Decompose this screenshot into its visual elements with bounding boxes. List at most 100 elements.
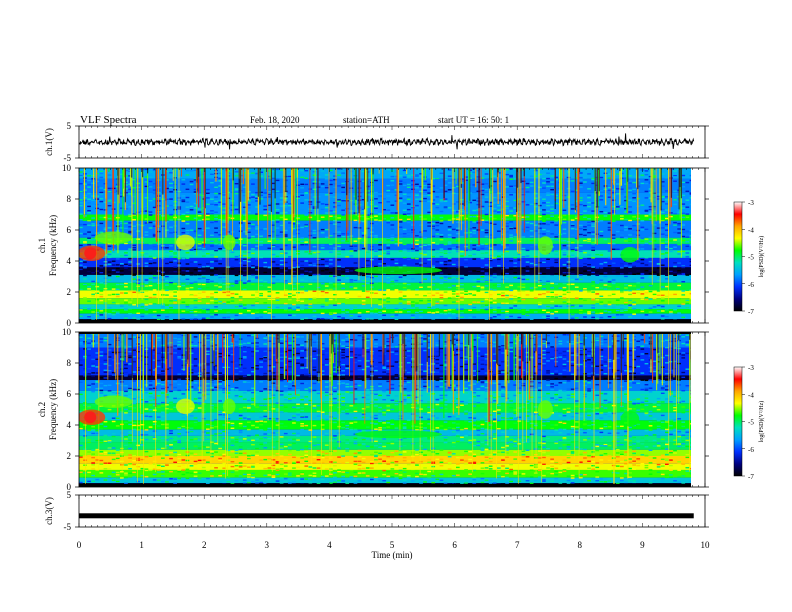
- ch1-spectrogram-speckle: [136, 290, 141, 292]
- ch1-spectrogram-speckle: [378, 202, 382, 204]
- ch2-spectrogram-speckle: [115, 449, 120, 451]
- ch1-spectrogram-speckle: [316, 242, 321, 244]
- ch1-spectrogram-speckle: [406, 208, 411, 211]
- ch1-spectrogram-speckle: [620, 215, 624, 217]
- ch1-spectrogram-speckle: [148, 285, 153, 287]
- ch1-spectrogram-speckle: [148, 180, 153, 183]
- ch1-spectrogram-speckle: [501, 244, 505, 246]
- ch1-spectrogram-speckle: [624, 196, 628, 198]
- ch1-spectrogram-speckle: [333, 285, 337, 287]
- ch1-spectrogram-speckle: [226, 291, 231, 293]
- ch1-spectrogram-speckle: [632, 216, 636, 218]
- ch1-spectrogram-speckle: [554, 216, 559, 219]
- ch1-spectrogram-speckle: [677, 222, 681, 225]
- ch1-spectrogram-speckle: [554, 197, 559, 199]
- ch1-spectrogram-speckle: [599, 211, 604, 213]
- ch1-spectrogram-speckle: [439, 199, 444, 201]
- ch1-spectrogram-speckle: [378, 213, 382, 216]
- ch1-spectrogram-speckle: [472, 221, 477, 223]
- ch1-spectrogram-speckle: [271, 253, 276, 256]
- ch1-spectrogram-speckle: [374, 205, 378, 207]
- ch1-spectrogram-speckle: [288, 307, 292, 309]
- ch1-spectrogram-speckle: [390, 258, 395, 261]
- ch1-spectrogram-speckle: [304, 170, 309, 172]
- ch1-spectrogram-speckle: [378, 263, 382, 265]
- ch1-spectrogram-speckle: [144, 276, 149, 278]
- ch1-spectrogram-speckle: [484, 285, 489, 287]
- ch1-spectrogram-speckle: [574, 177, 579, 179]
- ch1-spectrogram-speckle: [423, 254, 427, 256]
- ch1-spectrogram-speckle: [611, 234, 616, 236]
- ch1-spectrogram-speckle: [353, 306, 358, 308]
- ch1-spectrogram-speckle: [107, 174, 112, 176]
- ch1-spectrogram-speckle: [497, 199, 501, 201]
- ch1-spectrogram-speckle: [443, 313, 448, 315]
- ch2-spectrogram-speckle: [161, 457, 165, 459]
- ch1-spectrogram-speckle: [103, 302, 108, 304]
- ch1-spectrogram-speckle: [451, 285, 456, 287]
- ch1-spectrogram-speckle: [501, 302, 505, 304]
- ch1-spectrogram-speckle: [525, 186, 530, 189]
- ch1-spectrogram-band: [79, 214, 691, 221]
- ch1-spectrogram-speckle: [435, 311, 440, 313]
- ch1-spectrogram-speckle: [435, 179, 440, 181]
- ch1-spectrogram-speckle: [275, 219, 280, 221]
- ch1-spectrogram-hiss-blob: [94, 231, 133, 244]
- ch1-spectrogram-band: [79, 243, 691, 251]
- ch1-spectrogram-speckle: [411, 301, 415, 303]
- ch1-waveform-ytick-label: -5: [64, 153, 72, 163]
- ch1-spectrogram-speckle: [533, 212, 538, 214]
- ch1-spectrogram-speckle: [665, 190, 669, 192]
- ch1-spectrogram-speckle: [279, 240, 284, 242]
- ch1-spectrogram-speckle: [607, 289, 612, 291]
- ch1-spectrogram-speckle: [484, 252, 489, 254]
- ch1-spectrogram-speckle: [165, 229, 169, 231]
- ch1-spectrogram-speckle: [497, 261, 501, 263]
- ch1-spectrogram-speckle: [255, 317, 259, 319]
- ch1-spectrogram-speckle: [546, 282, 550, 284]
- ch1-spectrogram-speckle: [497, 306, 501, 309]
- ch1-spectrogram-speckle: [365, 260, 370, 262]
- ch1-spectrogram-speckle: [169, 214, 173, 216]
- ch1-spectrogram-ytick-label: 4: [67, 256, 72, 266]
- ch1-spectrogram-speckle: [533, 192, 538, 195]
- ch1-spectrogram-speckle: [361, 232, 366, 234]
- ch2-spectrogram-speckle: [169, 401, 173, 403]
- ch1-spectrogram-speckle: [222, 196, 227, 198]
- ch1-spectrogram-speckle: [316, 286, 321, 289]
- ch1-spectrogram-speckle: [324, 185, 329, 187]
- ch1-spectrogram-speckle: [361, 249, 366, 251]
- ch1-spectrogram-speckle: [267, 247, 272, 249]
- ch1-spectrogram-speckle: [570, 313, 575, 316]
- ch1-spectrogram-speckle: [390, 184, 395, 186]
- ch1-spectrogram-speckle: [337, 315, 341, 318]
- ch1-spectrogram-speckle: [628, 240, 632, 242]
- ch1-spectrogram-speckle: [439, 216, 444, 219]
- ch1-spectrogram-speckle: [456, 232, 460, 235]
- ch1-spectrogram-speckle: [398, 180, 403, 182]
- ch1-spectrogram-speckle: [558, 273, 563, 276]
- ch1-spectrogram-speckle: [591, 238, 595, 240]
- ch1-spectrogram-speckle: [222, 283, 227, 286]
- ch2-spectrogram-speckle: [152, 369, 157, 371]
- ch1-spectrogram-speckle: [624, 211, 628, 213]
- ch1-spectrogram-speckle: [480, 252, 485, 254]
- ch1-spectrogram-speckle: [415, 207, 419, 209]
- ch1-spectrogram-speckle: [607, 294, 612, 297]
- ch2-spectrogram-speckle: [136, 396, 141, 398]
- ch1-spectrogram-speckle: [406, 229, 411, 231]
- ch1-spectrogram-speckle: [234, 314, 239, 317]
- ch1-spectrogram-speckle: [546, 223, 550, 226]
- ch2-spectrogram-speckle: [152, 423, 157, 425]
- ch2-spectrogram-speckle: [161, 420, 165, 422]
- ch1-spectrogram-speckle: [185, 219, 190, 221]
- ch1-spectrogram-speckle: [292, 227, 296, 230]
- ch1-spectrogram-speckle: [251, 283, 255, 285]
- ch1-spectrogram-speckle: [259, 292, 263, 295]
- ch1-spectrogram-speckle: [468, 306, 472, 308]
- ch1-spectrogram-speckle: [632, 292, 636, 294]
- ch1-spectrogram-speckle: [505, 260, 509, 263]
- ch1-spectrogram-speckle: [488, 307, 493, 309]
- ch1-spectrogram-speckle: [324, 212, 329, 214]
- ch1-spectrogram-speckle: [607, 278, 612, 280]
